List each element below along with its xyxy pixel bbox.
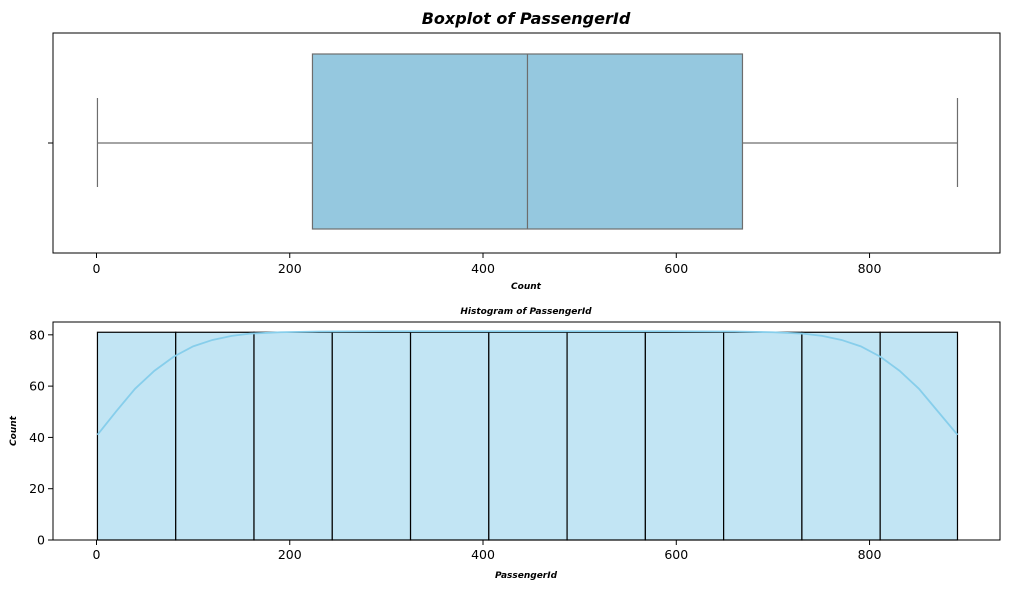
boxplot-x-tick-label: 0: [93, 261, 101, 276]
histogram-bar: [253, 331, 333, 541]
histogram-x-tick-label: 600: [664, 547, 688, 562]
boxplot-marks: [96, 53, 959, 230]
histogram-x-tick-label: 200: [278, 547, 302, 562]
boxplot-x-tick-label: 400: [471, 261, 495, 276]
histogram-bar: [96, 331, 177, 541]
boxplot-x-ticks: 0 200 400 600 800: [93, 253, 882, 276]
boxplot-title: Boxplot of PassengerId: [422, 9, 631, 28]
histogram-y-ticks: 0 20 40 60 80: [29, 327, 53, 548]
histogram-bar: [723, 331, 803, 541]
histogram-x-tick-label: 400: [471, 547, 495, 562]
histogram-bar: [488, 331, 568, 541]
histogram-axes-frame: [52, 321, 1001, 541]
histogram-x-tick-label: 0: [93, 547, 101, 562]
boxplot-x-tick-label: 800: [858, 261, 882, 276]
histogram-x-ticks: 0 200 400 600 800: [93, 540, 882, 562]
histogram-bar: [409, 331, 490, 541]
histogram-y-tick-label: 0: [37, 533, 45, 548]
histogram-x-tick-label: 800: [858, 547, 882, 562]
histogram-y-tick-label: 60: [29, 379, 45, 394]
histogram-y-label: Count: [9, 415, 19, 446]
histogram-kde-line: [96, 330, 959, 436]
histogram-title: Histogram of PassengerId: [460, 307, 592, 317]
histogram-bar: [331, 331, 412, 541]
histogram-bar: [879, 331, 959, 541]
boxplot-x-tick-label: 600: [664, 261, 688, 276]
histogram-panel: Histogram of PassengerId 0 200 400 600 800 0…: [9, 307, 1001, 581]
histogram-bar: [801, 331, 881, 541]
histogram-x-label: PassengerId: [495, 571, 558, 581]
histogram-y-tick-label: 20: [29, 481, 45, 496]
boxplot-panel: Boxplot of PassengerId 0 200 400 600 800 Cou…: [48, 9, 1001, 292]
histogram-y-tick-label: 40: [29, 430, 45, 445]
boxplot-x-tick-label: 200: [278, 261, 302, 276]
boxplot-x-label: Count: [511, 282, 542, 292]
histogram-bar: [644, 331, 725, 541]
histogram-bars: [96, 331, 959, 541]
histogram-bar: [175, 331, 255, 541]
histogram-y-tick-label: 80: [29, 327, 45, 342]
histogram-bar: [566, 331, 646, 541]
